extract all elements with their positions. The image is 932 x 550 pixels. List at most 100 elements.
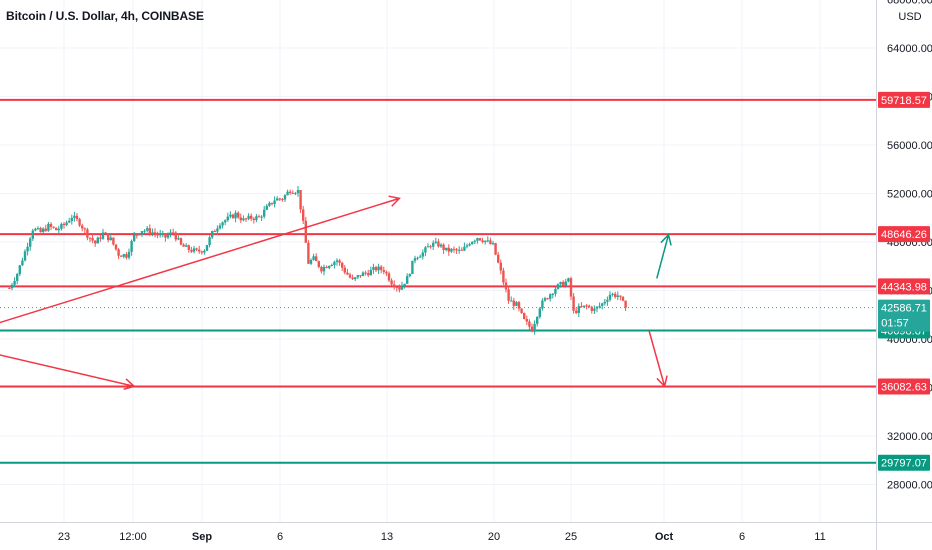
candle-body xyxy=(57,228,60,231)
candle-body xyxy=(348,274,352,278)
candle-body xyxy=(445,247,448,250)
candle-body xyxy=(468,244,471,246)
candle-body xyxy=(237,212,240,218)
candle-body xyxy=(36,228,40,230)
candle-body xyxy=(276,198,279,201)
candle-body xyxy=(260,216,263,218)
candle-body xyxy=(281,198,284,200)
candle-body xyxy=(122,254,125,257)
candle-body xyxy=(585,305,588,307)
projection-arrow[interactable] xyxy=(656,234,670,279)
candle-body xyxy=(265,205,268,210)
candle-body xyxy=(83,228,86,230)
candle-body xyxy=(413,258,417,261)
candle-body xyxy=(234,212,237,219)
candle-body xyxy=(283,195,287,200)
candle-body xyxy=(616,295,619,297)
y-tick-label: 52000.00 xyxy=(887,189,932,201)
candle-body xyxy=(200,251,203,253)
candle-body xyxy=(393,284,396,288)
candle-body xyxy=(94,240,97,244)
candle-body xyxy=(99,237,102,239)
candle-body xyxy=(473,240,476,242)
candle-body xyxy=(434,241,437,243)
candle-body xyxy=(546,298,549,300)
candle-body xyxy=(551,293,554,295)
candle-body xyxy=(39,228,42,233)
candle-body xyxy=(101,232,105,239)
candle-body xyxy=(23,251,27,261)
candle-body xyxy=(562,281,565,286)
x-tick-label: Oct xyxy=(655,531,674,543)
candle-body xyxy=(447,247,450,252)
drawings[interactable] xyxy=(0,195,672,390)
candle-body xyxy=(195,248,198,250)
candle-body xyxy=(174,232,177,240)
candle-body xyxy=(450,248,453,252)
candle-body xyxy=(356,275,359,278)
candle-body xyxy=(68,220,71,223)
candle-body xyxy=(489,240,492,245)
projection-arrow[interactable] xyxy=(648,330,666,387)
candle-body xyxy=(31,230,34,239)
candle-body xyxy=(320,266,323,272)
level-price-label: 29797.07 xyxy=(881,458,927,470)
candle-body xyxy=(133,234,136,241)
candle-body xyxy=(333,261,336,265)
candle-body xyxy=(359,275,362,277)
candle-body xyxy=(312,256,315,261)
candle-body xyxy=(499,262,502,271)
candle-body xyxy=(140,231,144,235)
candle-body xyxy=(577,306,580,313)
candle-body xyxy=(16,274,19,281)
arrow-head xyxy=(123,378,136,390)
candle-body xyxy=(164,233,167,238)
time-axis[interactable]: 23 12:00 Sep 6 13 20 25 Oct 6 11 xyxy=(58,531,826,543)
candle-body xyxy=(569,278,573,297)
candle-body xyxy=(26,246,29,252)
candle-body xyxy=(159,233,162,236)
candle-body xyxy=(130,240,133,252)
candle-body xyxy=(208,237,211,246)
candle-body xyxy=(213,231,216,233)
candle-body xyxy=(325,266,328,268)
candle-body xyxy=(239,217,242,221)
candle-body xyxy=(543,298,547,301)
candle-body xyxy=(177,238,180,240)
candle-body xyxy=(354,277,357,280)
candle-body xyxy=(582,305,586,307)
candle-body xyxy=(419,256,422,258)
candle-body xyxy=(270,202,274,204)
candle-body xyxy=(294,193,297,195)
candle-body xyxy=(107,233,110,241)
candle-body xyxy=(471,241,474,245)
candle-body xyxy=(595,306,599,309)
candle-body xyxy=(151,232,154,234)
candle-body xyxy=(221,222,224,226)
currency-label[interactable]: USD xyxy=(898,11,921,23)
candle-body xyxy=(60,223,63,229)
candle-body xyxy=(192,248,196,252)
candle-body xyxy=(432,242,435,247)
candle-body xyxy=(377,266,380,271)
candle-body xyxy=(556,284,560,289)
horizontal-levels[interactable] xyxy=(0,98,876,464)
level-price-badge xyxy=(878,454,930,471)
candle-body xyxy=(567,278,570,282)
candle-body xyxy=(621,296,625,301)
candle-body xyxy=(86,229,89,238)
candle-body xyxy=(330,264,333,266)
trend-arrow-line[interactable] xyxy=(0,197,400,324)
trend-arrow-line[interactable] xyxy=(0,354,135,388)
candle-body xyxy=(55,227,58,231)
candle-body xyxy=(268,202,271,206)
current-price-label: 42586.71 xyxy=(881,303,927,315)
candle-body xyxy=(525,318,528,322)
candle-body xyxy=(476,238,479,241)
candle-body xyxy=(416,257,419,259)
candle-body xyxy=(335,260,339,262)
candle-body xyxy=(478,238,482,241)
level-price-badge xyxy=(878,378,930,395)
arrow-head xyxy=(388,195,401,207)
